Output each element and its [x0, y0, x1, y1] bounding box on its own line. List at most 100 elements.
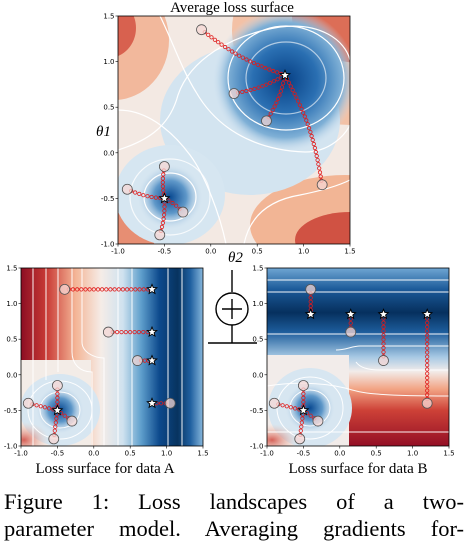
path-step — [280, 403, 285, 408]
path-step — [244, 88, 249, 94]
path-step — [137, 287, 142, 292]
path-step — [260, 84, 265, 89]
y-tick-label: 0.5 — [252, 336, 263, 344]
y-tick-label: 0.0 — [252, 371, 263, 379]
path-step — [149, 194, 154, 200]
start-point — [48, 433, 60, 445]
path-step — [161, 216, 166, 221]
path-step — [95, 287, 101, 292]
x-tick-label: -0.5 — [297, 450, 311, 458]
path-step — [137, 191, 142, 196]
path-step — [299, 424, 304, 429]
x-tick-label: 0.0 — [205, 248, 216, 256]
path-step — [251, 60, 257, 66]
path-step — [38, 404, 43, 409]
path-step — [317, 166, 322, 171]
y-tick-label: 0.0 — [103, 149, 114, 157]
panel-b-title: Loss surface for data B — [288, 461, 427, 477]
y-tick-label: -0.5 — [4, 407, 18, 415]
path-step — [315, 158, 320, 163]
path-step — [161, 172, 166, 177]
path-step — [53, 420, 58, 425]
path-step — [162, 212, 167, 217]
path-step — [267, 67, 272, 72]
path-step — [53, 424, 58, 429]
x-tick-label: 0.0 — [334, 450, 345, 458]
path-step — [292, 406, 298, 411]
path-step — [160, 180, 165, 185]
path-step — [308, 299, 313, 304]
x-tick-label: 0.5 — [125, 450, 136, 458]
path-step — [299, 106, 304, 112]
path-step — [230, 49, 235, 54]
path-step — [425, 379, 430, 385]
path-step — [290, 88, 295, 93]
path-step — [123, 329, 128, 335]
path-step — [381, 324, 386, 329]
path-step — [141, 193, 146, 198]
start-point — [22, 397, 34, 409]
path-step — [271, 68, 276, 74]
path-step — [288, 84, 293, 89]
start-point — [345, 326, 357, 338]
path-step — [278, 89, 283, 94]
start-point — [378, 355, 389, 366]
path-step — [132, 329, 137, 335]
path-step — [75, 287, 80, 292]
path-step — [248, 87, 253, 93]
path-step — [141, 329, 146, 335]
path-step — [112, 287, 117, 292]
path-step — [381, 333, 386, 338]
path-step — [300, 416, 305, 421]
path-step — [294, 95, 299, 100]
path-step — [381, 320, 386, 325]
path-step — [284, 404, 289, 409]
y-tick-label: -0.5 — [250, 407, 264, 415]
path-step — [125, 287, 130, 292]
path-step — [70, 287, 76, 292]
y-tick-label: 1.5 — [252, 265, 263, 273]
path-step — [240, 55, 245, 60]
path-step — [42, 405, 48, 410]
path-step — [161, 188, 166, 193]
path-step — [316, 162, 321, 167]
start-point — [316, 179, 328, 191]
path-step — [425, 375, 430, 380]
path-step — [425, 384, 430, 389]
path-step — [263, 65, 268, 71]
x-tick-label: 1.5 — [344, 248, 355, 256]
path-step — [425, 350, 430, 355]
path-step — [133, 190, 138, 195]
path-step — [120, 287, 126, 292]
path-step — [292, 91, 297, 96]
path-step — [425, 367, 430, 372]
path-step — [297, 103, 302, 108]
caption-line-1: Figure 1: Loss landscapes of a two- — [4, 489, 464, 514]
start-point — [261, 115, 272, 127]
path-step — [308, 413, 313, 418]
path-step — [304, 118, 309, 123]
minimum-star — [146, 354, 158, 366]
path-step — [133, 287, 138, 292]
x-tick-label: 1.0 — [298, 248, 309, 256]
path-step — [425, 337, 430, 342]
x-tick-label: 1.0 — [407, 450, 418, 458]
path-step — [425, 320, 430, 325]
x-tick-label: -1.0 — [111, 248, 125, 256]
y-tick-label: -1.0 — [101, 241, 115, 249]
path-step — [119, 329, 124, 335]
path-step — [277, 93, 282, 98]
path-step — [159, 401, 164, 406]
path-step — [206, 32, 211, 37]
y-tick-label: 0.5 — [6, 336, 17, 344]
y-tick-label: 1.5 — [103, 13, 114, 21]
start-point — [177, 206, 189, 218]
path-step — [305, 122, 310, 127]
start-point — [268, 397, 280, 409]
path-step — [223, 44, 228, 50]
path-step — [87, 287, 92, 292]
start-point — [52, 380, 63, 391]
path-step — [318, 174, 323, 179]
path-step — [46, 406, 52, 411]
